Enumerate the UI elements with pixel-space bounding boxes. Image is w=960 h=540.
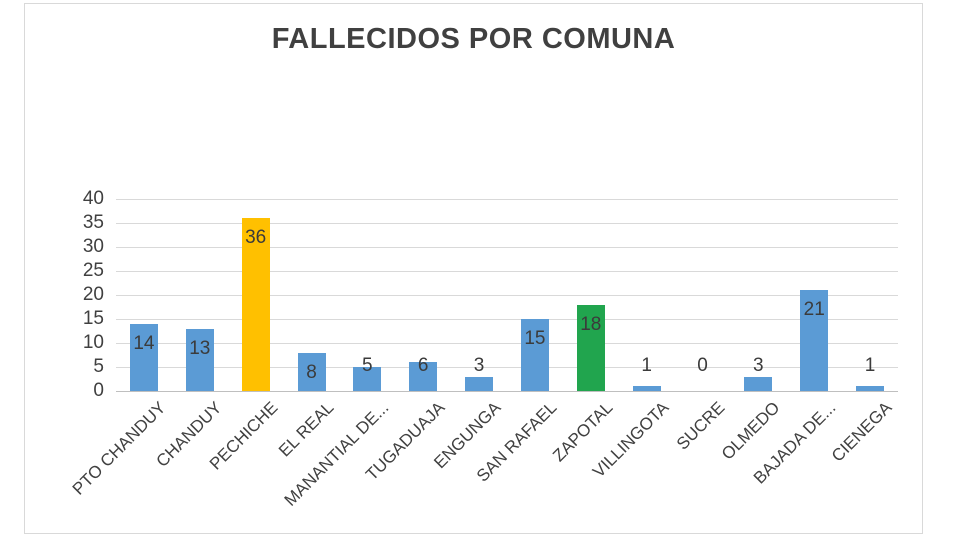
gridline — [116, 271, 898, 272]
bar — [465, 376, 494, 391]
bar-value-label: 13 — [189, 337, 211, 359]
bar — [185, 328, 214, 391]
bar-value-label: 8 — [306, 361, 317, 383]
bar-value-label: 0 — [697, 355, 708, 376]
bar-value-label: 5 — [362, 355, 373, 376]
y-axis-tick-label: 40 — [82, 188, 104, 209]
x-axis-line — [116, 391, 898, 392]
bar — [129, 323, 158, 391]
bar — [576, 304, 605, 391]
bar — [241, 218, 270, 391]
bar-value-label: 3 — [753, 355, 764, 376]
bar — [632, 386, 661, 391]
y-axis-tick-label: 0 — [93, 380, 104, 401]
bar-value-label: 18 — [580, 313, 602, 335]
y-axis-tick-label: 10 — [82, 332, 104, 353]
bar — [744, 376, 773, 391]
gridline — [116, 199, 898, 200]
bar — [520, 319, 549, 391]
gridline — [116, 247, 898, 248]
bar-value-label: 1 — [641, 355, 652, 376]
bar — [800, 290, 829, 391]
bar-value-label: 1 — [864, 355, 876, 376]
gridline — [116, 367, 898, 368]
bar-value-label: 14 — [133, 332, 155, 354]
x-axis-category-label: CIENEGA — [827, 398, 896, 466]
bar — [297, 352, 326, 391]
bar-value-label: 36 — [245, 227, 267, 249]
y-axis-tick-label: 25 — [82, 260, 104, 281]
y-axis-tick-label: 20 — [82, 284, 104, 305]
y-axis-tick-label: 35 — [82, 212, 104, 233]
bar-value-label: 3 — [473, 355, 485, 376]
bar — [409, 362, 438, 391]
gridline — [116, 295, 898, 296]
y-axis-tick-label: 15 — [82, 308, 104, 329]
bar — [353, 367, 382, 391]
gridline — [116, 319, 898, 320]
bar-value-label: 6 — [417, 355, 429, 376]
bar — [856, 386, 885, 391]
y-axis-tick-label: 30 — [82, 236, 104, 257]
gridline — [116, 223, 898, 224]
chart-title: FALLECIDOS POR COMUNA — [271, 23, 676, 55]
bar-value-label: 21 — [803, 299, 825, 321]
chart-frame[interactable]: FALLECIDOS POR COMUNA 0 5 10 15 20 25 30 35 40 14… — [24, 3, 923, 534]
y-axis-tick-label: 5 — [93, 356, 104, 377]
bar-value-label: 15 — [524, 328, 546, 349]
gridline — [116, 343, 898, 344]
